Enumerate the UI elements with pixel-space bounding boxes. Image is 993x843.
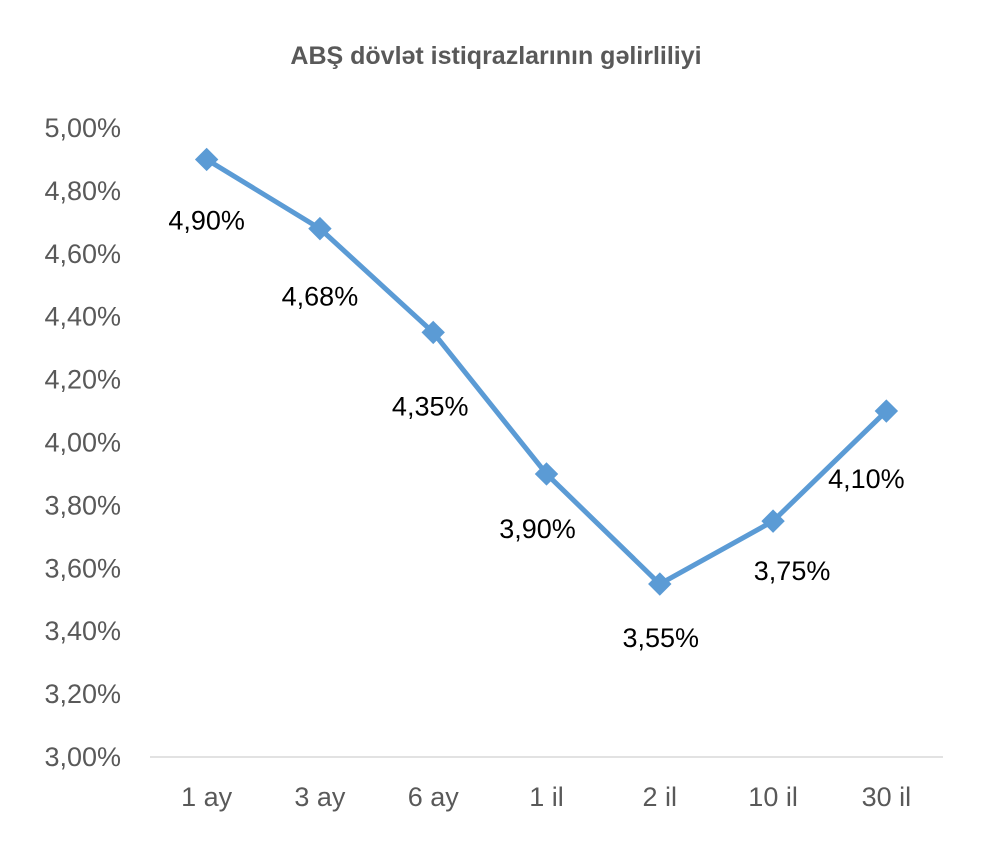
y-tick-label: 3,40% [44,616,121,646]
y-tick-label: 4,20% [44,365,121,395]
x-tick-label: 6 ay [408,782,460,812]
y-tick-label: 3,80% [44,490,121,520]
x-tick-label: 10 il [748,782,798,812]
data-labels: 4,90% 4,68% 4,35% 3,90% 3,55% 3,75% 4,10% [168,205,904,653]
data-label: 3,55% [623,623,700,653]
data-point-marker [874,399,899,423]
data-label: 4,90% [168,205,245,235]
x-tick-label: 1 il [529,782,564,812]
y-tick-label: 3,20% [44,679,121,709]
chart-title: ABŞ dövlət istiqrazlarının gəlirliliyi [290,42,701,70]
x-tick-label: 2 il [643,782,678,812]
y-axis: 3,00% 3,20% 3,40% 3,60% 3,80% 4,00% 4,20% 4,40%… [44,113,121,772]
y-tick-label: 4,80% [44,176,121,206]
y-tick-label: 3,00% [44,742,121,772]
data-label: 4,10% [828,464,905,494]
data-label: 3,90% [499,514,576,544]
y-tick-label: 4,40% [44,302,121,332]
data-label: 4,35% [392,391,469,421]
y-tick-label: 4,00% [44,428,121,458]
x-tick-label: 3 ay [294,782,346,812]
series-group [194,147,899,596]
data-point-marker [194,147,219,172]
y-tick-label: 5,00% [44,113,121,143]
data-point-marker [308,216,332,241]
data-point-marker [761,509,785,533]
x-axis: 1 ay 3 ay 6 ay 1 il 2 il 10 il 30 il [150,756,943,812]
x-tick-label: 1 ay [181,782,233,812]
x-tick-label: 30 il [862,782,912,812]
data-point-marker [648,572,672,596]
data-label: 3,75% [754,556,831,586]
y-tick-label: 4,60% [44,239,121,269]
data-point-marker [421,320,445,345]
data-label: 4,68% [282,282,359,312]
data-point-marker [534,462,559,486]
y-tick-label: 3,60% [44,553,121,583]
